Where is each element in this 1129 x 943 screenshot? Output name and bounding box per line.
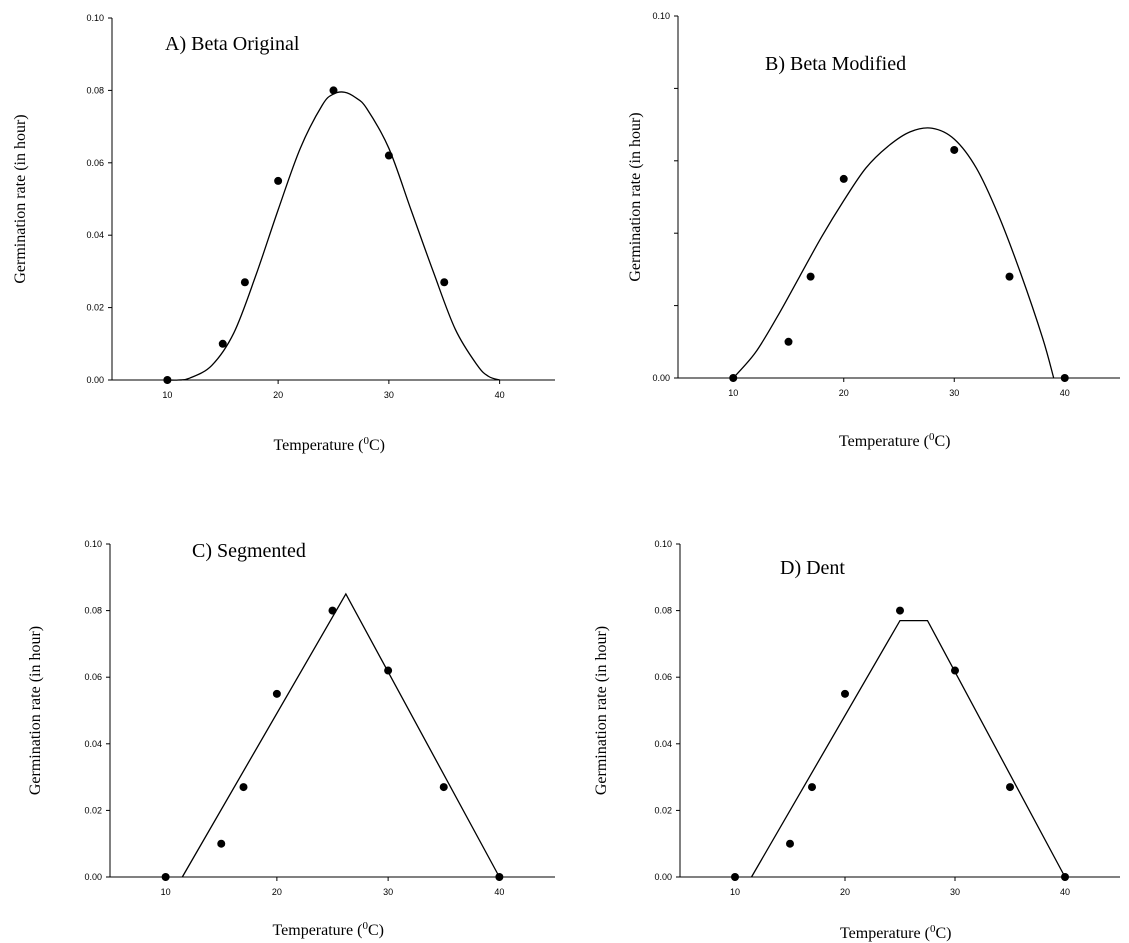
data-point — [217, 839, 226, 848]
y-tick-label: 0.06 — [86, 158, 104, 168]
data-point — [784, 337, 793, 346]
y-tick-label: 0.02 — [86, 303, 104, 313]
data-point — [1061, 873, 1069, 881]
x-axis-label-unit: C) — [368, 922, 384, 939]
data-point — [240, 278, 249, 287]
y-tick-label: 0.06 — [654, 672, 672, 682]
data-point — [839, 174, 848, 183]
panel-title: D) Dent — [780, 557, 845, 579]
data-point — [951, 666, 959, 675]
data-point — [163, 376, 172, 384]
data-point — [161, 873, 170, 881]
y-tick-label: 0.00 — [652, 373, 670, 383]
x-tick-label: 10 — [730, 887, 740, 897]
y-tick-label: 0.10 — [84, 539, 102, 549]
data-point — [731, 873, 739, 881]
panel-c-segmented: 0.00 0.02 0.04 0.06 0.08 0.10 10 20 30 40 C) Segme… — [27, 539, 555, 939]
y-tick-label: 0.00 — [654, 872, 672, 882]
data-point — [808, 783, 816, 792]
x-tick-label: 30 — [383, 887, 393, 897]
y-tick-label: 0.06 — [84, 672, 102, 682]
x-tick-label: 40 — [1060, 887, 1070, 897]
panel-d-dent: 0.00 0.02 0.04 0.06 0.08 0.10 10 20 30 40 D) Dent G… — [593, 539, 1120, 942]
x-axis-label-sup: 0 — [362, 920, 368, 932]
data-point — [786, 839, 794, 848]
y-tick-label: 0.10 — [86, 13, 104, 23]
panel-b-beta-modified: 0.00 0.10 10 20 30 40 B) Beta Modified Germinat… — [627, 11, 1120, 450]
y-tick-label: 0.04 — [84, 739, 102, 749]
x-axis-label-text: Temperature ( — [274, 437, 364, 454]
x-axis-label-sup: 0 — [930, 923, 936, 935]
data-point — [841, 689, 849, 698]
x-axis-label-text: Temperature ( — [840, 925, 930, 942]
x-tick-label: 40 — [494, 887, 504, 897]
x-tick-label: 40 — [495, 390, 505, 400]
x-axis-label-unit: C) — [369, 437, 385, 454]
x-axis-label-text: Temperature ( — [839, 433, 929, 450]
data-point — [806, 272, 815, 281]
x-tick-label: 10 — [728, 388, 738, 398]
x-tick-label: 20 — [840, 887, 850, 897]
fitted-curve — [732, 127, 1055, 379]
y-tick-label: 0.02 — [654, 805, 672, 815]
x-tick-label: 20 — [272, 887, 282, 897]
x-tick-label: 10 — [161, 887, 171, 897]
data-point — [1006, 783, 1014, 792]
x-axis-label-text: Temperature ( — [273, 922, 363, 939]
x-tick-label: 30 — [384, 390, 394, 400]
x-tick-label: 40 — [1060, 388, 1070, 398]
y-axis-label: Germination rate (in hour) — [12, 114, 29, 283]
y-tick-label: 0.08 — [654, 606, 672, 616]
data-point — [440, 278, 449, 287]
y-tick-label: 0.08 — [84, 606, 102, 616]
x-tick-label: 30 — [949, 388, 959, 398]
x-axis-label-sup: 0 — [929, 431, 935, 443]
data-point — [495, 873, 504, 881]
y-axis-label: Germination rate (in hour) — [593, 626, 610, 795]
panel-title: B) Beta Modified — [765, 53, 906, 75]
panel-a-beta-original: 0.00 0.02 0.04 0.06 0.08 0.10 10 20 30 40 A) Beta … — [12, 13, 555, 454]
y-tick-label: 0.04 — [654, 739, 672, 749]
x-tick-label: 20 — [273, 390, 283, 400]
y-tick-label: 0.08 — [86, 85, 104, 95]
data-point — [729, 374, 738, 382]
data-point — [328, 606, 337, 615]
x-tick-label: 30 — [950, 887, 960, 897]
data-point — [950, 145, 959, 154]
y-tick-label: 0.02 — [84, 805, 102, 815]
panel-title: A) Beta Original — [165, 33, 300, 55]
x-axis-label-sup: 0 — [363, 435, 369, 447]
data-point — [218, 339, 227, 348]
y-tick-label: 0.00 — [84, 872, 102, 882]
fitted-curve — [181, 592, 500, 878]
y-tick-label: 0.10 — [654, 539, 672, 549]
data-point — [329, 86, 338, 95]
data-point — [1005, 272, 1014, 281]
data-point — [274, 176, 283, 185]
y-tick-label: 0.04 — [86, 230, 104, 240]
x-axis-label-unit: C) — [935, 925, 951, 942]
panel-title: C) Segmented — [192, 540, 306, 562]
fitted-curve — [167, 91, 500, 381]
y-tick-label: 0.10 — [652, 11, 670, 21]
x-tick-label: 20 — [839, 388, 849, 398]
data-point — [239, 783, 248, 792]
y-axis-label: Germination rate (in hour) — [27, 626, 44, 795]
data-point — [439, 783, 448, 792]
data-point — [896, 606, 904, 615]
y-tick-label: 0.00 — [86, 375, 104, 385]
fitted-curve — [750, 619, 1066, 878]
data-point — [272, 689, 281, 698]
x-axis-label: Temperature (0C) — [274, 435, 385, 454]
x-axis-label: Temperature (0C) — [840, 923, 951, 942]
y-axis-label: Germination rate (in hour) — [627, 112, 644, 281]
data-point — [384, 666, 393, 675]
data-point — [384, 151, 393, 160]
x-tick-label: 10 — [162, 390, 172, 400]
data-point — [1060, 374, 1069, 382]
x-axis-label: Temperature (0C) — [273, 920, 384, 939]
x-axis-label-unit: C) — [934, 433, 950, 450]
x-axis-label: Temperature (0C) — [839, 431, 950, 450]
